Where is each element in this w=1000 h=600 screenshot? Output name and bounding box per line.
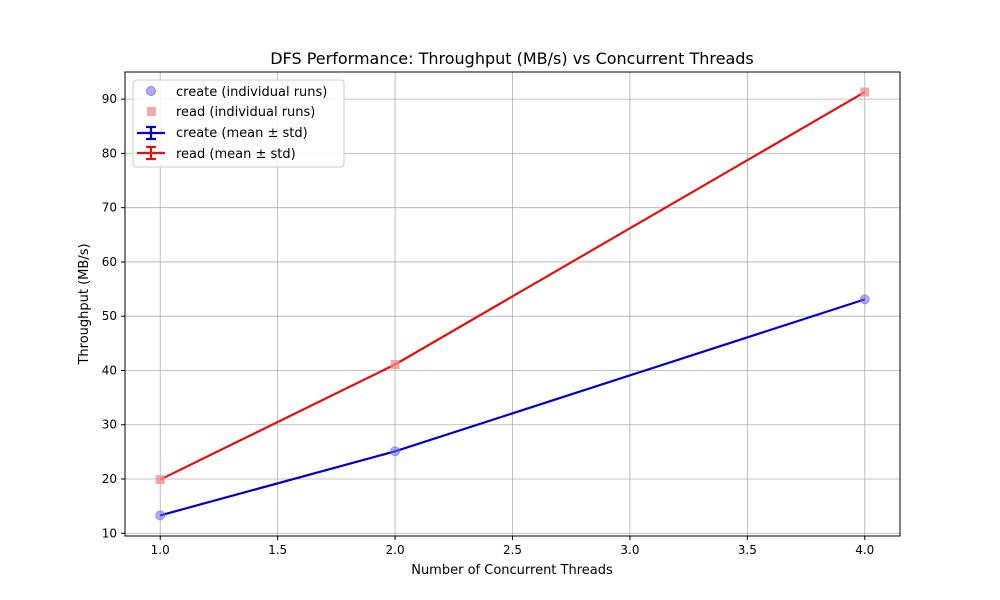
x-tick-label: 2.0 xyxy=(386,543,405,557)
y-tick-label: 30 xyxy=(102,418,117,432)
legend: create (individual runs) read (individua… xyxy=(132,79,345,168)
scatter-point-read xyxy=(155,475,165,485)
y-tick-label: 20 xyxy=(102,472,117,486)
scatter-point-read xyxy=(860,87,870,97)
scatter-point-create xyxy=(390,446,401,457)
legend-marker-read-runs xyxy=(147,107,156,116)
scatter-point-read xyxy=(390,360,400,370)
scatter-point-create xyxy=(155,510,166,521)
y-tick-label: 80 xyxy=(102,146,117,160)
legend-marker-create-runs xyxy=(146,86,156,96)
y-tick-label: 70 xyxy=(102,201,117,215)
series-layer xyxy=(155,87,870,521)
axis-ticks: 1.0 1.5 2.0 2.5 3.0 3.5 4.0 10 20 30 40 50 60 70 80 90 xyxy=(102,92,875,557)
y-tick-label: 40 xyxy=(102,363,117,377)
x-tick-label: 2.5 xyxy=(503,543,522,557)
grid xyxy=(125,72,900,536)
y-axis-title: Throughput (MB/s) xyxy=(77,243,92,365)
legend-label-read-mean: read (mean ± std) xyxy=(176,147,296,162)
legend-marker-create-mean xyxy=(137,125,165,141)
y-tick-label: 90 xyxy=(102,92,117,106)
legend-label-create-runs: create (individual runs) xyxy=(176,85,327,100)
y-tick-label: 10 xyxy=(102,526,117,540)
legend-label-create-mean: create (mean ± std) xyxy=(176,126,308,141)
legend-label-read-runs: read (individual runs) xyxy=(176,105,315,120)
x-tick-label: 3.5 xyxy=(738,543,757,557)
legend-marker-read-mean xyxy=(137,145,165,161)
x-axis-title: Number of Concurrent Threads xyxy=(411,563,613,578)
x-tick-label: 1.0 xyxy=(151,543,170,557)
y-tick-label: 50 xyxy=(102,309,117,323)
y-tick-label: 60 xyxy=(102,255,117,269)
x-tick-label: 1.5 xyxy=(268,543,287,557)
x-tick-label: 3.0 xyxy=(620,543,639,557)
chart-title: DFS Performance: Throughput (MB/s) vs Co… xyxy=(270,49,754,68)
x-tick-label: 4.0 xyxy=(855,543,874,557)
scatter-point-create xyxy=(859,294,870,305)
legend-box xyxy=(132,79,345,168)
